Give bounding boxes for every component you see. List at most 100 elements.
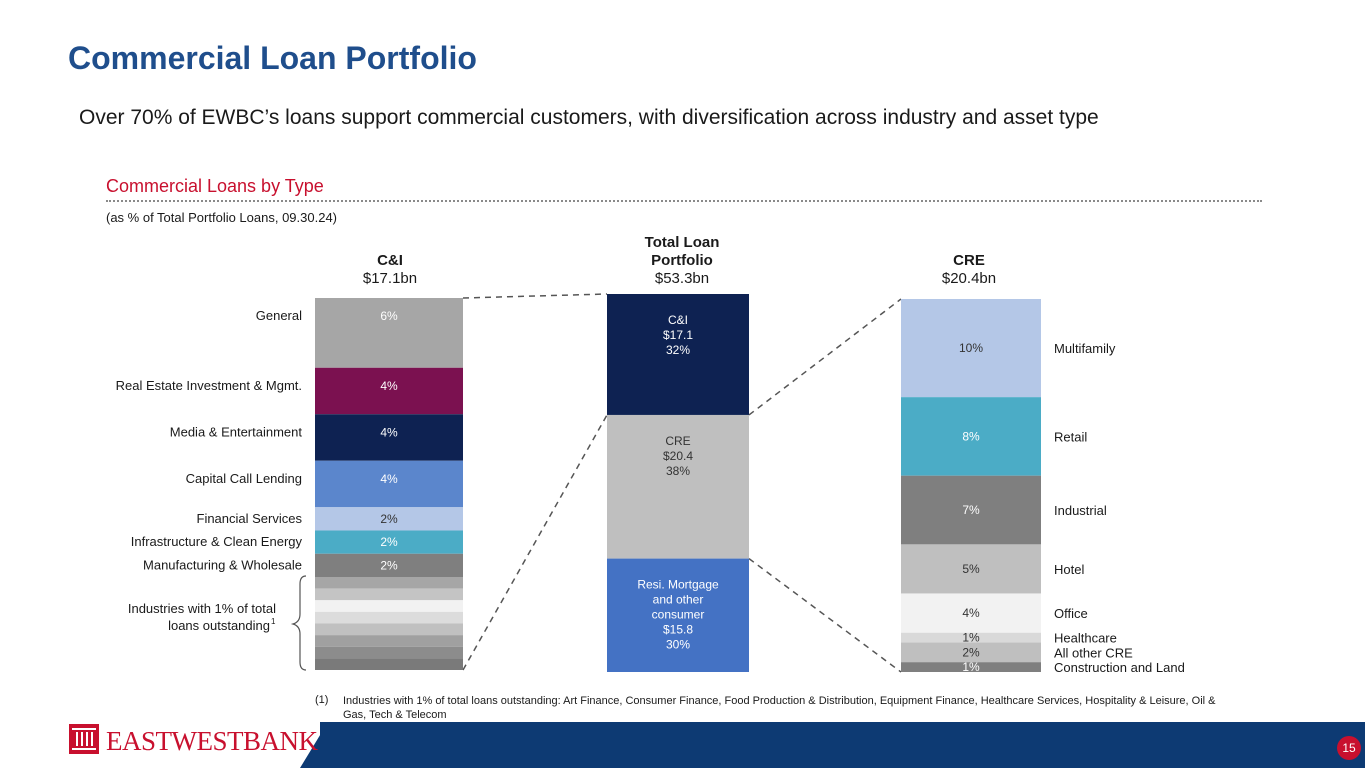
ci-small-segment-5 — [315, 623, 463, 636]
ci-category-label-financial-services: Financial Services — [197, 511, 303, 526]
total-label-resi-mortgage-and-other-consumer-line3: consumer — [652, 608, 705, 622]
ci-small-segment-6 — [315, 635, 463, 647]
cre-category-label-hotel: Hotel — [1054, 562, 1084, 577]
cre-value-label-all-other-cre: 2% — [962, 645, 980, 659]
ci-value-label-general: 6% — [380, 309, 398, 323]
ci-segment-manufacturing-wholesale — [315, 553, 463, 577]
total-column-amount: $53.3bn — [654, 270, 710, 287]
small-industries-bracket: Industries with 1% of total loans outsta… — [128, 575, 307, 671]
cre-value-label-multifamily: 10% — [959, 341, 983, 355]
ci-column-name: C&I — [377, 252, 403, 269]
ci-segment-media-entertainment — [315, 414, 463, 461]
cre-value-label-industrial: 7% — [962, 503, 980, 517]
cre-column-amount: $20.4bn — [941, 270, 997, 287]
total-column-name-line1: Total Loan — [644, 234, 720, 251]
cre-category-label-multifamily: Multifamily — [1054, 341, 1116, 356]
cre-column-header: CRE $20.4bn — [869, 252, 1069, 288]
ci-small-segment-2 — [315, 588, 463, 601]
cre-value-label-retail: 8% — [962, 429, 980, 443]
cre-segment-all-other-cre — [901, 642, 1041, 663]
footnote-number: (1) — [315, 694, 329, 706]
total-label-resi-mortgage-and-other-consumer-line4: $15.8 — [663, 623, 693, 637]
ci-segment-real-estate-investment-mgmt — [315, 367, 463, 415]
bracket-brace — [290, 575, 307, 671]
ci-category-label-real-estate-investment-mgmt: Real Estate Investment & Mgmt. — [116, 378, 302, 393]
cre-category-label-healthcare: Healthcare — [1054, 631, 1117, 646]
ci-value-label-financial-services: 2% — [380, 512, 398, 526]
ci-small-segment-4 — [315, 611, 463, 624]
cre-segment-office — [901, 593, 1041, 633]
total-label-c-i-line3: 32% — [666, 343, 690, 357]
cre-column-name: CRE — [953, 252, 985, 269]
ci-category-label-infrastructure-clean-energy: Infrastructure & Clean Energy — [131, 534, 303, 549]
ci-small-segment-7 — [315, 646, 463, 659]
section-divider — [106, 200, 1262, 202]
ci-small-segment-8 — [315, 658, 463, 670]
cre-segment-industrial — [901, 475, 1041, 545]
footer-bar — [320, 722, 1365, 768]
connector-cre-bottom — [748, 557, 902, 673]
ci-value-label-real-estate-investment-mgmt: 4% — [380, 379, 398, 393]
ci-category-label-manufacturing-wholesale: Manufacturing & Wholesale — [143, 557, 302, 572]
total-label-resi-mortgage-and-other-consumer-line5: 30% — [666, 638, 690, 652]
bracket-label-line1: Industries with 1% of total — [128, 601, 276, 616]
total-label-c-i-line2: $17.1 — [663, 328, 693, 342]
bank-logo-text: EASTWESTBANK — [106, 726, 318, 756]
ci-value-label-media-entertainment: 4% — [380, 425, 398, 439]
cre-segment-hotel — [901, 544, 1041, 594]
total-segment-resi-mortgage-and-other-consumer — [607, 558, 749, 672]
cre-category-label-retail: Retail — [1054, 429, 1087, 444]
ci-category-label-capital-call-lending: Capital Call Lending — [186, 471, 302, 486]
ci-stacked-bar: 6% 4% 4% 4% 2% 2% 2% — [315, 298, 463, 670]
cre-value-label-hotel: 5% — [962, 562, 980, 576]
total-stacked-bar: C&I$17.132% CRE$20.438% Resi. Mortgageand … — [607, 294, 749, 672]
subtitle: Over 70% of EWBC’s loans support commerc… — [79, 106, 1099, 129]
ci-segment-infrastructure-clean-energy — [315, 530, 463, 554]
cre-value-label-office: 4% — [962, 606, 980, 620]
ci-category-label-media-entertainment: Media & Entertainment — [170, 424, 303, 439]
connector-lines — [462, 293, 902, 673]
total-segment-cre — [607, 414, 749, 559]
connector-ci-top — [462, 293, 608, 299]
total-column-header: Total Loan Portfolio $53.3bn — [582, 234, 782, 288]
ci-small-segment-1 — [315, 577, 463, 589]
bracket-superscript: 1 — [271, 617, 276, 626]
cre-category-label-all-other-cre: All other CRE — [1054, 645, 1133, 660]
total-label-resi-mortgage-and-other-consumer-line2: and other — [653, 593, 704, 607]
cre-segment-retail — [901, 397, 1041, 476]
ci-value-label-capital-call-lending: 4% — [380, 472, 398, 486]
loan-breakdown-chart: 6% 4% 4% 4% 2% 2% 2% C&I$17.132% CRE$20.438% Res… — [116, 293, 1185, 675]
cre-category-labels: Multifamily Retail Industrial Hotel Office He… — [1054, 341, 1185, 675]
total-column-name-line2: Portfolio — [651, 252, 713, 269]
cre-category-label-construction-and-land: Construction and Land — [1054, 660, 1185, 675]
ci-category-labels: General Real Estate Investment & Mgmt. Med… — [116, 308, 303, 572]
total-label-c-i-line1: C&I — [668, 313, 688, 327]
bank-logo-icon — [69, 724, 99, 754]
total-label-cre-line1: CRE — [665, 434, 690, 448]
footnote-text: Industries with 1% of total loans outsta… — [343, 695, 1216, 721]
bracket-label-line2: loans outstanding — [168, 618, 270, 633]
ci-value-label-manufacturing-wholesale: 2% — [380, 558, 398, 572]
total-label-cre-line3: 38% — [666, 464, 690, 478]
cre-segment-construction-and-land — [901, 662, 1041, 672]
connector-cre-top — [748, 298, 902, 416]
ci-category-label-general: General — [256, 308, 302, 323]
cre-segment-healthcare — [901, 632, 1041, 643]
cre-value-label-construction-and-land: 1% — [962, 660, 980, 674]
total-label-resi-mortgage-and-other-consumer-line1: Resi. Mortgage — [637, 578, 719, 592]
total-label-cre-line2: $20.4 — [663, 449, 693, 463]
total-segment-c-i — [607, 294, 749, 415]
section-note: (as % of Total Portfolio Loans, 09.30.24… — [106, 210, 338, 225]
cre-segment-multifamily — [901, 299, 1041, 398]
ci-segment-capital-call-lending — [315, 460, 463, 508]
connector-ci-bottom — [462, 414, 608, 671]
ci-small-segment-3 — [315, 600, 463, 612]
ci-column-amount: $17.1bn — [362, 270, 418, 287]
cre-stacked-bar: 10% 8% 7% 5% 4% 1%2%1% — [901, 299, 1041, 674]
ci-segment-general — [315, 298, 463, 368]
cre-value-label-healthcare: 1% — [962, 631, 980, 645]
ci-segment-financial-services — [315, 507, 463, 531]
ci-column-header: C&I $17.1bn — [290, 252, 490, 288]
section-title: Commercial Loans by Type — [106, 176, 324, 196]
cre-category-label-industrial: Industrial — [1054, 503, 1107, 518]
